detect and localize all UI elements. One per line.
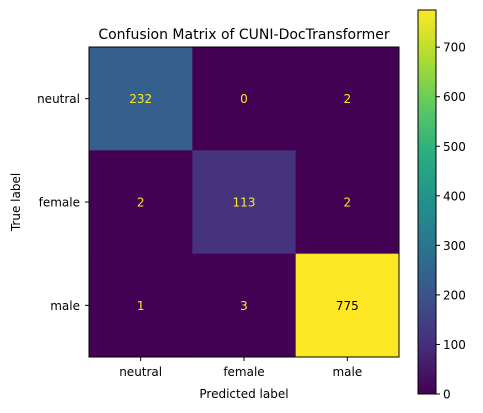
colorbar-tick-label: 400 — [443, 189, 466, 203]
colorbar-tick-label: 700 — [443, 41, 466, 55]
colorbar — [417, 9, 437, 395]
heatmap-cell — [192, 150, 297, 255]
chart-title: Confusion Matrix of CUNI-DocTransformer — [98, 27, 390, 43]
colorbar-tick-label: 200 — [443, 288, 466, 302]
cell-value-label: 2 — [344, 196, 352, 210]
heatmap-cell — [89, 47, 193, 151]
colorbar-tick-label: 0 — [443, 388, 451, 402]
colorbar-tick-label: 300 — [443, 239, 466, 253]
heatmap-cell — [89, 150, 193, 255]
heatmap-cell — [295, 47, 400, 151]
heatmap-cell — [192, 47, 297, 151]
heatmap-cell — [89, 253, 193, 358]
cell-value-label: 0 — [240, 92, 248, 106]
heatmap-cell — [192, 253, 297, 358]
cell-value-label: 113 — [233, 196, 256, 210]
x-axis-label: Predicted label — [199, 387, 288, 401]
colorbar-tick-label: 600 — [443, 90, 466, 104]
cell-value-label: 775 — [336, 299, 359, 313]
cell-value-label: 3 — [240, 299, 248, 313]
cell-value-label: 2 — [344, 92, 352, 106]
y-tick-label: female — [39, 196, 80, 210]
heatmap-cells: 232 0 2 2 113 2 1 3 775 — [89, 47, 400, 358]
cell-value-label: 232 — [129, 92, 152, 106]
x-axis-ticks: neutral female male — [119, 357, 362, 379]
heatmap-cell — [295, 253, 400, 358]
y-tick-label: male — [50, 299, 80, 313]
cell-value-label: 1 — [137, 299, 145, 313]
colorbar-ticks: 0 100 200 300 400 500 600 700 — [436, 41, 466, 402]
y-axis-ticks: neutral female male — [37, 92, 89, 313]
heatmap-cell — [295, 150, 400, 255]
x-tick-label: neutral — [119, 365, 162, 379]
y-tick-label: neutral — [37, 92, 80, 106]
x-tick-label: male — [332, 365, 362, 379]
x-tick-label: female — [223, 365, 264, 379]
colorbar-tick-label: 500 — [443, 140, 466, 154]
colorbar-tick-label: 100 — [443, 338, 466, 352]
y-axis-label: True label — [9, 173, 23, 232]
cell-value-label: 2 — [137, 196, 145, 210]
